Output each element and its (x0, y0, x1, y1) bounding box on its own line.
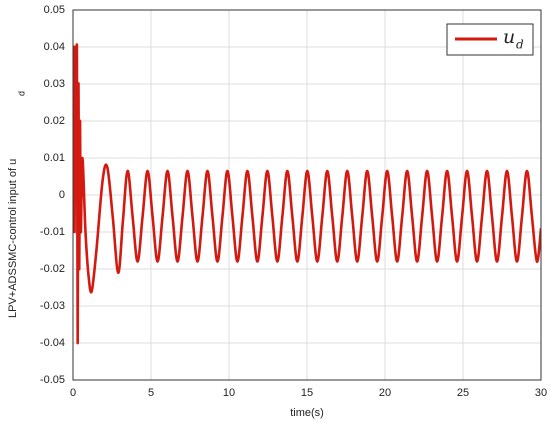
y-tick-label: -0.05 (40, 374, 65, 386)
y-tick-label: 0.05 (44, 4, 65, 16)
y-tick-label: -0.03 (40, 300, 65, 312)
x-tick-label: 25 (457, 387, 469, 399)
y-tick-label: 0 (59, 189, 65, 201)
x-tick-label: 20 (379, 387, 391, 399)
y-tick-label: -0.04 (40, 337, 65, 349)
x-tick-label: 0 (70, 387, 76, 399)
y-tick-label: 0.03 (44, 78, 65, 90)
x-tick-label: 30 (535, 387, 547, 399)
y-axis-label: LPV+ADSSMC-control input of u (7, 159, 19, 318)
y-tick-label: 0.02 (44, 115, 65, 127)
legend-label-subscript: d (516, 38, 524, 52)
y-tick-label: 0.01 (44, 152, 65, 164)
x-tick-label: 10 (223, 387, 235, 399)
y-tick-label: 0.04 (44, 41, 65, 53)
x-axis-label: time(s) (290, 407, 324, 419)
axes-frame (72, 9, 542, 381)
x-tick-label: 5 (148, 387, 154, 399)
y-axis-label-group: LPV+ADSSMC-control input of u d (7, 91, 26, 318)
legend-label: u (503, 26, 515, 48)
data-line (73, 43, 541, 345)
y-axis-label-subscript: d (16, 91, 26, 96)
y-tick-label: -0.02 (40, 263, 65, 275)
y-tick-label: -0.01 (40, 226, 65, 238)
legend: u d (446, 23, 534, 56)
x-tick-label: 15 (301, 387, 313, 399)
